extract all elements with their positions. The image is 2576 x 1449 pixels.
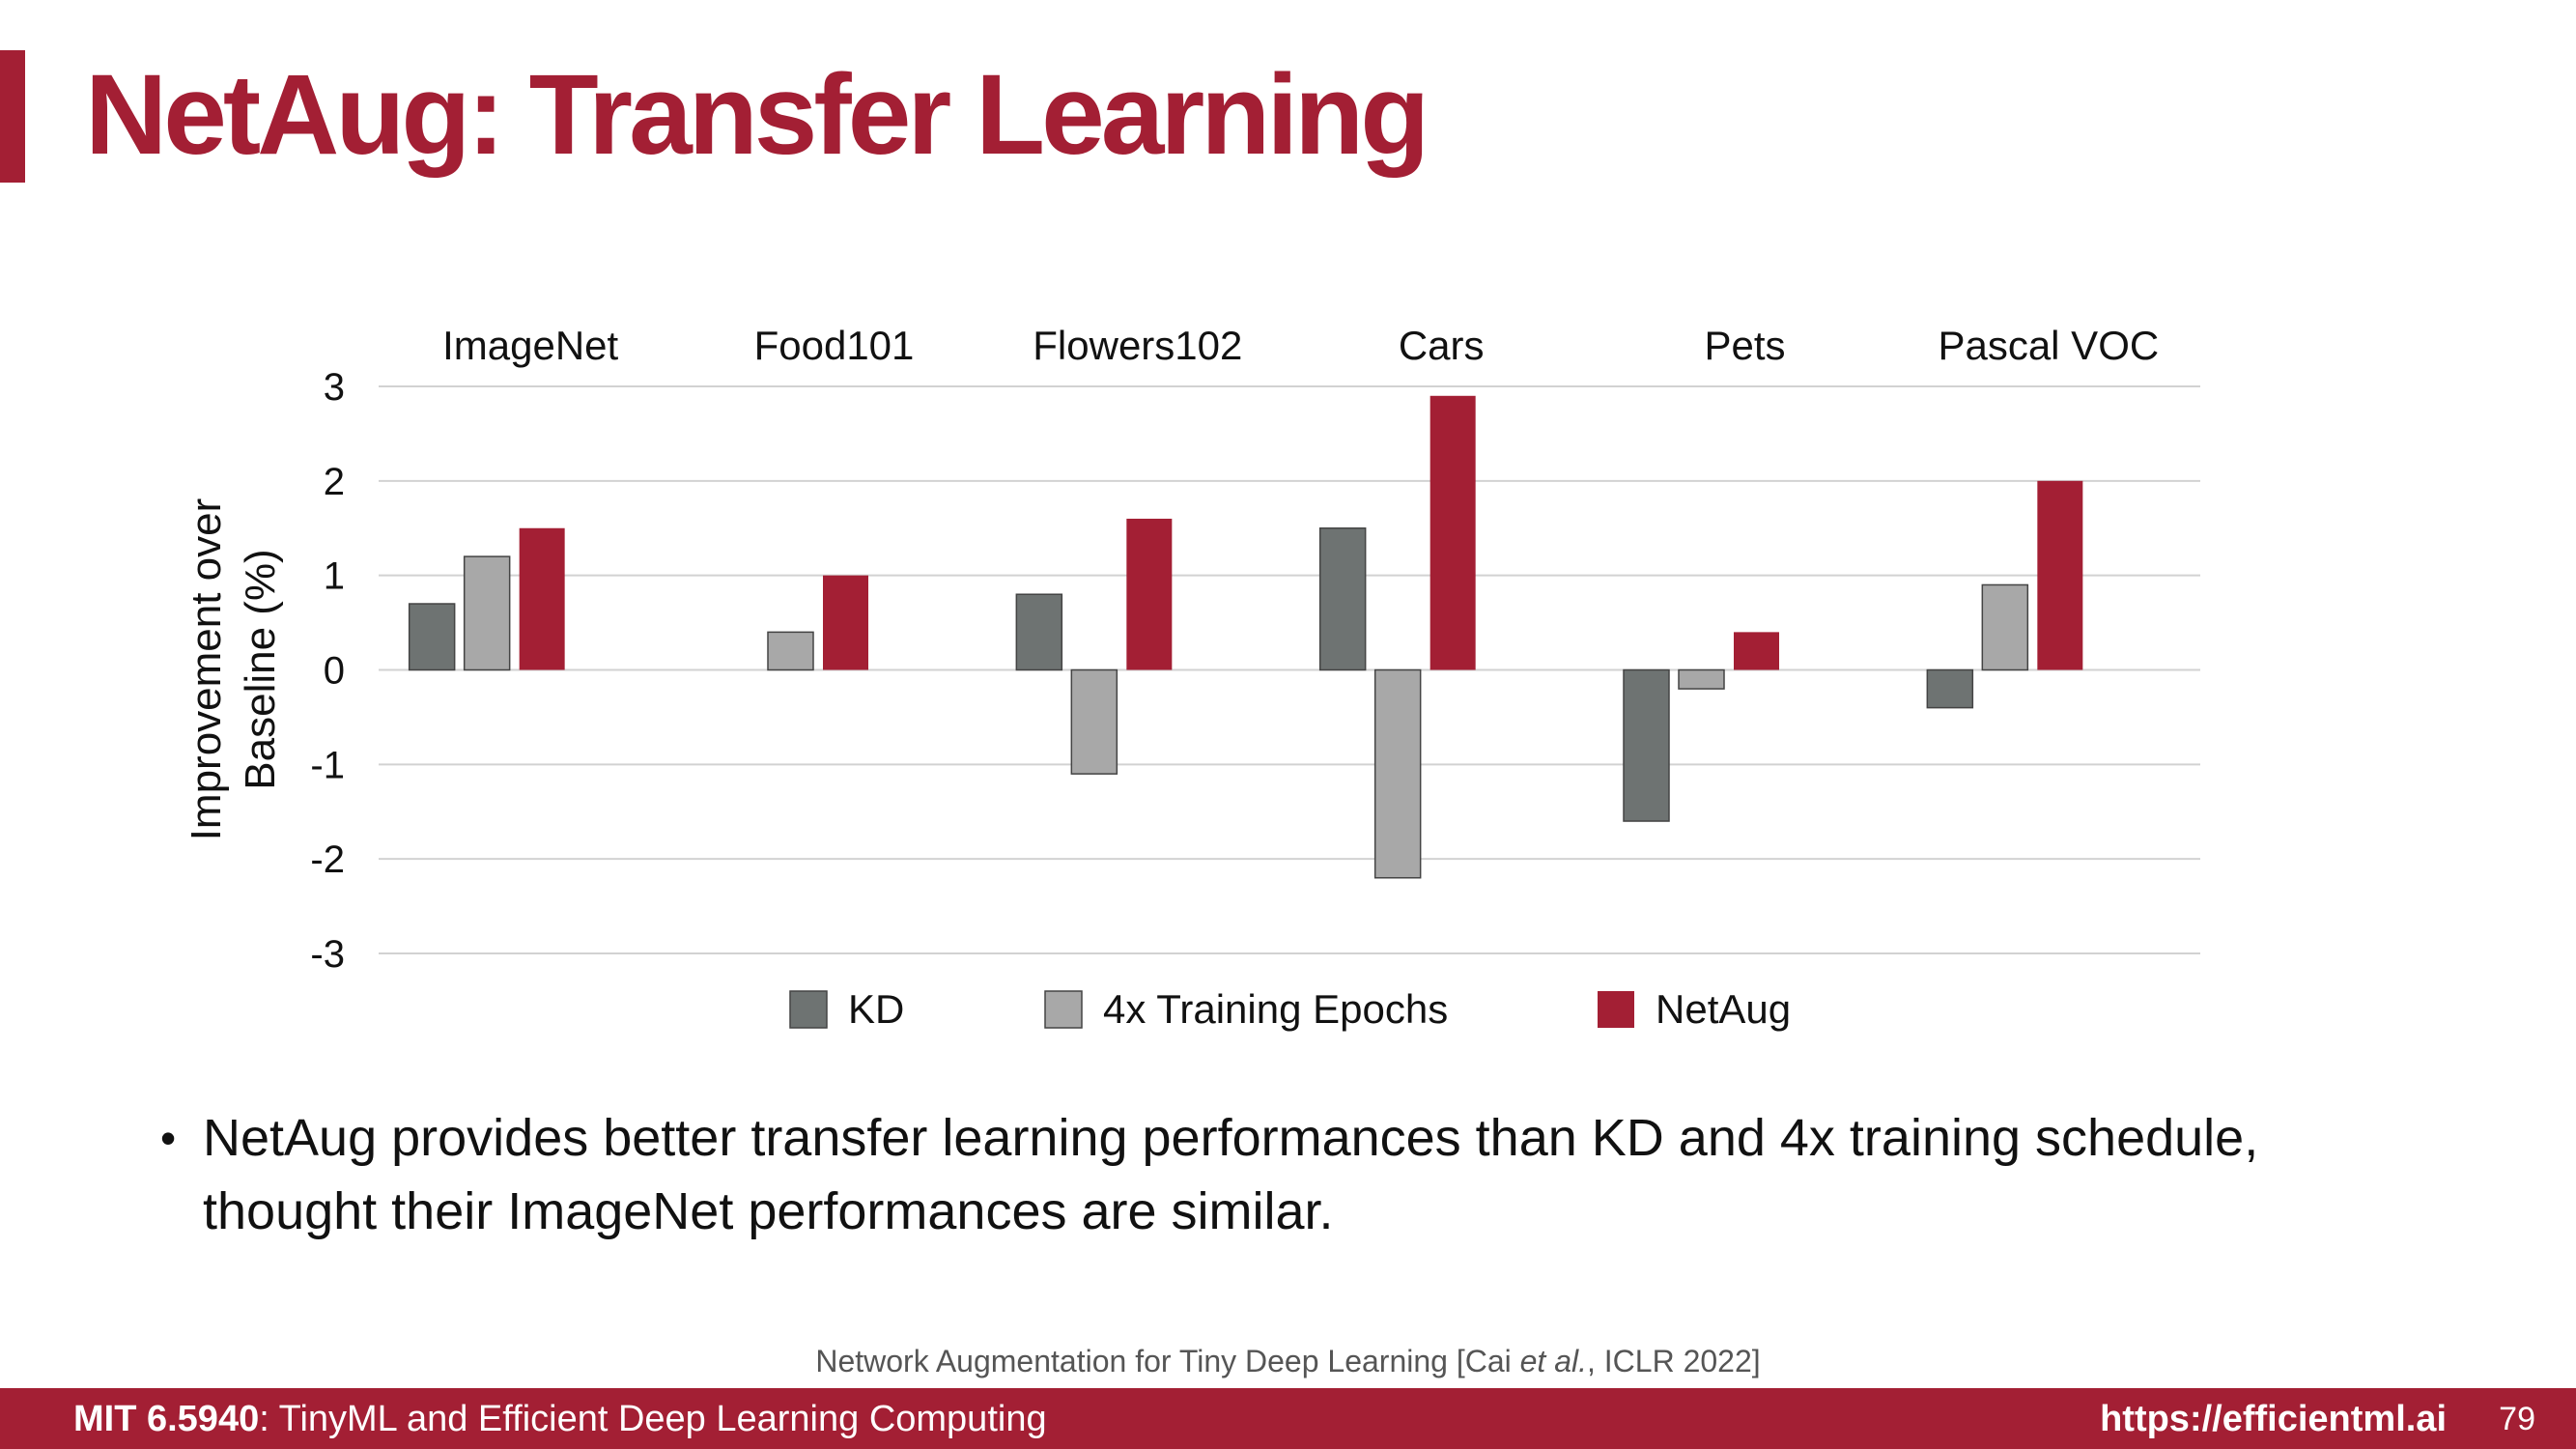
footer-course-code: MIT 6.5940 (73, 1399, 260, 1439)
category-label: Cars (1399, 323, 1485, 368)
category-label: Food101 (754, 323, 915, 368)
citation-prefix: Network Augmentation for Tiny Deep Learn… (815, 1344, 1520, 1378)
bar-netaug (1734, 632, 1779, 670)
citation: Network Augmentation for Tiny Deep Learn… (0, 1344, 2576, 1379)
y-tick-label: -3 (310, 933, 345, 976)
bar-netaug (519, 527, 565, 670)
bar-netaug (2037, 480, 2083, 670)
slide-title: NetAug: Transfer Learning (85, 51, 1430, 179)
legend-label: KD (848, 986, 904, 1032)
bar-4x-training-epochs (767, 631, 814, 671)
bar-kd (1318, 527, 1367, 671)
bullet-line-1: NetAug provides better transfer learning… (203, 1109, 2259, 1167)
bar-4x-training-epochs (1678, 668, 1725, 690)
bullet-line-2: thought their ImageNet performances are … (203, 1182, 1334, 1240)
bar-4x-training-epochs (1070, 668, 1118, 775)
category-label: Pets (1704, 323, 1785, 368)
footer-course-name: : TinyML and Efficient Deep Learning Com… (259, 1399, 1047, 1439)
bar-4x-training-epochs (463, 555, 511, 671)
bar-4x-training-epochs (1981, 583, 2029, 671)
title-accent-bar (0, 50, 25, 183)
bar-chart: 3 2 1 0 -1 -2 -3 Improvement over Baseline (%) Im… (183, 323, 2200, 1032)
footer-url-link[interactable]: https://efficientml.ai (2100, 1399, 2447, 1439)
legend-swatch (789, 990, 828, 1029)
bar-kd (1623, 668, 1670, 822)
citation-suffix: , ICLR 2022] (1587, 1344, 1761, 1378)
category-label: Pascal VOC (1938, 323, 2159, 368)
legend-label: NetAug (1656, 986, 1791, 1032)
legend-swatch (1044, 990, 1083, 1029)
category-label: Flowers102 (1033, 323, 1242, 368)
y-tick-label: -1 (310, 744, 345, 786)
bar-kd (1015, 593, 1063, 671)
bar-kd (1926, 668, 1974, 709)
footer-course: MIT 6.5940: TinyML and Efficient Deep Le… (73, 1399, 1047, 1440)
y-tick-label: 1 (324, 555, 345, 598)
bullet-dot: • (160, 1113, 177, 1163)
y-tick-label: -2 (310, 838, 345, 881)
y-tick-label: 3 (324, 366, 345, 409)
bar-netaug (1430, 395, 1476, 670)
bullet-list: • NetAug provides better transfer learni… (160, 1101, 2411, 1248)
legend-label: 4x Training Epochs (1103, 986, 1448, 1032)
bar-netaug (823, 575, 868, 670)
footer-bar: MIT 6.5940: TinyML and Efficient Deep Le… (0, 1388, 2576, 1449)
citation-italic: et al. (1519, 1344, 1587, 1378)
bar-kd (408, 603, 456, 671)
category-label: ImageNet (442, 323, 618, 368)
y-tick-label: 0 (324, 650, 345, 693)
bar-4x-training-epochs (1373, 668, 1422, 879)
bullet-item: • NetAug provides better transfer learni… (160, 1101, 2411, 1248)
page-number: 79 (2499, 1401, 2535, 1437)
y-axis-label: Baseline (%) (237, 549, 284, 789)
bar-netaug (1126, 518, 1173, 670)
y-axis-label: Improvement over (183, 498, 230, 841)
y-tick-label: 2 (324, 461, 345, 503)
legend-swatch (1598, 991, 1634, 1028)
